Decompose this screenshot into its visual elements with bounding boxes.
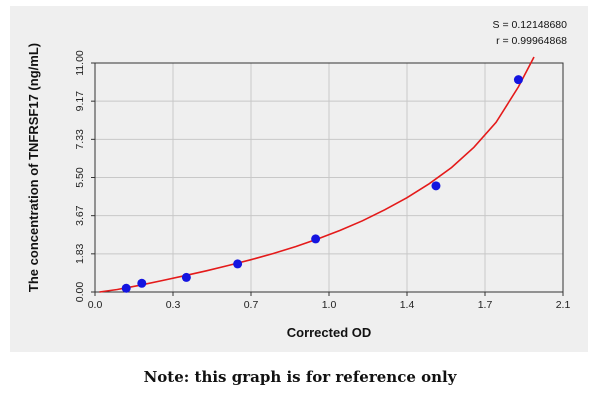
data-point xyxy=(513,75,523,85)
stat-s-value: S = 0.12148680 xyxy=(493,19,568,31)
standard-curve-chart: 0.0 0.3 0.7 1.0 1.4 1.7 2.1 0.00 1.83 3.67 5.50 7.3… xyxy=(26,19,570,340)
x-axis-label: Corrected OD xyxy=(287,325,372,340)
y-axis-label: The concentration of TNFRSF17 (ng/mL) xyxy=(26,43,41,292)
y-tick-label: 5.50 xyxy=(74,167,86,188)
data-point xyxy=(233,259,243,269)
data-point xyxy=(137,278,147,288)
reference-note: Note: this graph is for reference only xyxy=(143,368,457,386)
figure-panel: 0.0 0.3 0.7 1.0 1.4 1.7 2.1 0.00 1.83 3.67 5.50 7.3… xyxy=(10,6,588,352)
data-point xyxy=(181,272,191,282)
x-tick-label: 0.7 xyxy=(244,299,259,311)
stat-r-value: r = 0.99964868 xyxy=(496,35,567,47)
grid-lines xyxy=(95,63,563,292)
data-points xyxy=(121,75,523,293)
x-tick-label: 0.3 xyxy=(166,299,181,311)
y-tick-label: 0.00 xyxy=(74,282,86,303)
data-point xyxy=(311,234,321,244)
x-tick-label: 2.1 xyxy=(556,299,571,311)
data-point xyxy=(121,283,131,293)
x-tick-label: 0.0 xyxy=(88,299,103,311)
axis-ticks: 0.0 0.3 0.7 1.0 1.4 1.7 2.1 0.00 1.83 3.67 5.50 7.3… xyxy=(74,50,570,311)
x-tick-label: 1.7 xyxy=(478,299,493,311)
x-tick-label: 1.4 xyxy=(400,299,415,311)
y-tick-label: 3.67 xyxy=(74,205,86,226)
y-tick-label: 7.33 xyxy=(74,129,86,150)
x-tick-label: 1.0 xyxy=(322,299,337,311)
y-tick-label: 1.83 xyxy=(74,243,86,264)
fit-curve xyxy=(99,56,535,293)
data-point xyxy=(431,181,441,191)
y-tick-label: 11.00 xyxy=(74,50,86,76)
y-tick-label: 9.17 xyxy=(74,91,86,112)
